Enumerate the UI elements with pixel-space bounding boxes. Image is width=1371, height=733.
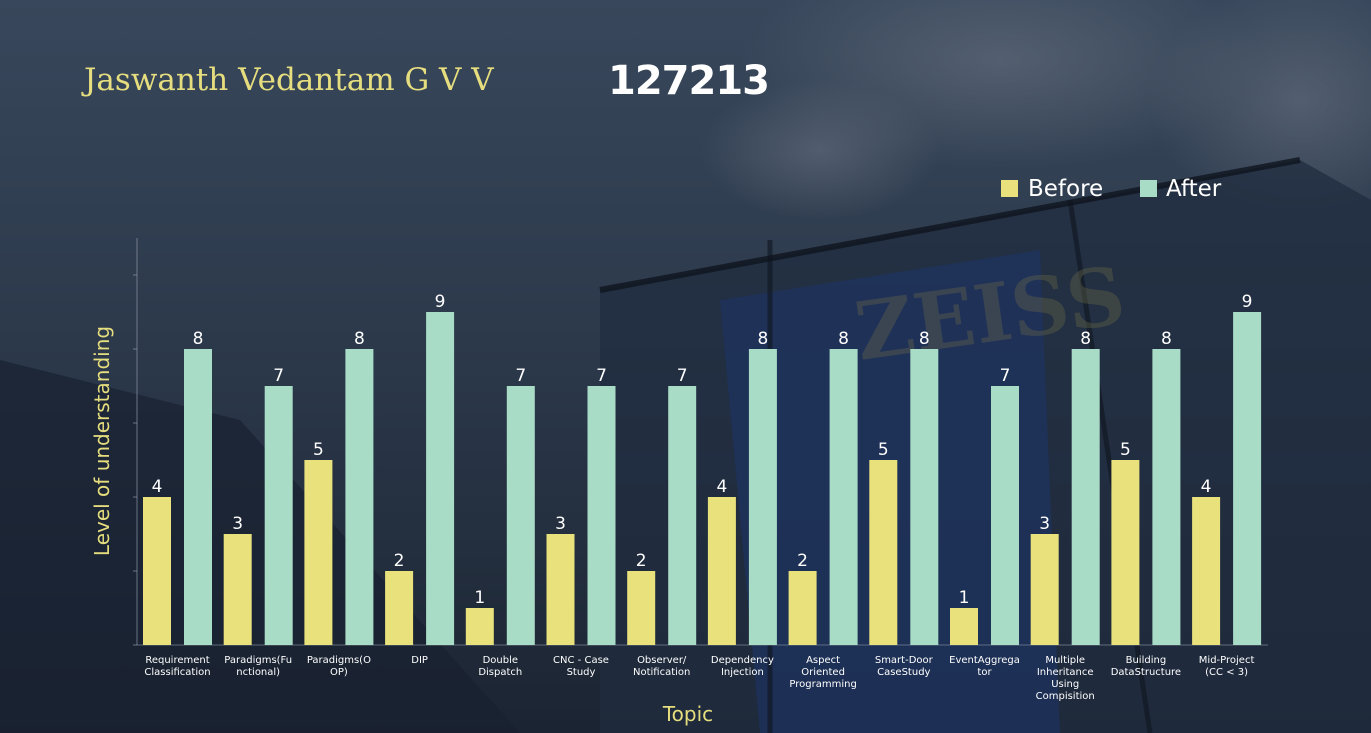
data-label-after: 9 <box>435 292 446 312</box>
data-label-after: 9 <box>1242 292 1253 312</box>
data-label-before: 2 <box>636 551 647 571</box>
x-tick-label: Double Dispatch <box>478 655 522 678</box>
bar-before <box>304 460 333 645</box>
bar-after <box>345 349 374 645</box>
x-tick-label: Multiple Inheritance Using Compisition <box>1036 655 1095 702</box>
y-axis-title: Level of understanding <box>90 326 114 556</box>
x-tick-label: Smart-Door CaseStudy <box>875 655 934 678</box>
data-label-after: 7 <box>677 366 688 386</box>
bar-after <box>1071 349 1100 645</box>
data-label-after: 8 <box>757 329 768 349</box>
bar-before <box>707 497 736 645</box>
data-label-before: 5 <box>313 440 324 460</box>
bar-before <box>546 534 575 645</box>
bar-before <box>1192 497 1221 645</box>
data-label-after: 8 <box>193 329 204 349</box>
data-label-before: 4 <box>716 477 727 497</box>
data-label-after: 8 <box>1161 329 1172 349</box>
legend-swatch-before <box>1001 180 1018 197</box>
bar-after <box>668 386 697 645</box>
data-label-before: 5 <box>878 440 889 460</box>
bar-after <box>910 349 939 645</box>
legend-swatch-after <box>1140 180 1157 197</box>
presenter-id: 127213 <box>608 58 770 104</box>
data-label-after: 7 <box>515 366 526 386</box>
bar-before <box>869 460 898 645</box>
bar-after <box>426 312 455 645</box>
bar-before <box>950 608 978 645</box>
presenter-name: Jaswanth Vedantam G V V <box>84 62 494 98</box>
data-label-before: 1 <box>474 588 485 608</box>
x-tick-label: Building DataStructure <box>1111 655 1181 678</box>
x-tick-label: Aspect Oriented Programming <box>789 655 856 690</box>
bar-after <box>587 386 616 645</box>
data-label-before: 3 <box>555 514 566 534</box>
bar-before <box>143 497 171 645</box>
x-tick-label: CNC - Case Study <box>553 655 609 678</box>
data-label-after: 7 <box>596 366 607 386</box>
x-tick-label: EventAggrega tor <box>949 655 1020 678</box>
data-label-before: 4 <box>1201 477 1212 497</box>
data-label-after: 8 <box>919 329 930 349</box>
bar-before <box>385 571 414 645</box>
data-label-before: 2 <box>797 551 808 571</box>
bar-after <box>748 349 777 645</box>
bar-after <box>991 386 1019 645</box>
bar-after <box>1152 349 1181 645</box>
bar-before <box>1111 460 1140 645</box>
data-label-before: 1 <box>959 588 970 608</box>
data-label-before: 3 <box>232 514 243 534</box>
data-label-after: 7 <box>1000 366 1011 386</box>
bar-after <box>264 386 293 645</box>
bar-before <box>1030 534 1059 645</box>
bar-after <box>1233 312 1262 645</box>
x-tick-label: DIP <box>411 655 428 666</box>
data-label-after: 7 <box>273 366 284 386</box>
bar-before <box>223 534 252 645</box>
bar-after <box>829 349 858 645</box>
data-label-after: 8 <box>1080 329 1091 349</box>
x-tick-label: Observer/Notification <box>633 655 690 678</box>
x-tick-label: Paradigms(Fu nctional) <box>224 655 292 678</box>
legend-label-before: Before <box>1028 176 1103 202</box>
bar-after <box>506 386 535 645</box>
x-tick-label: Requirement Classification <box>144 655 210 678</box>
bar-before <box>788 571 817 645</box>
x-tick-label: Mid-Project (CC < 3) <box>1199 655 1255 678</box>
bar-before <box>627 571 656 645</box>
data-label-after: 8 <box>354 329 365 349</box>
bar-before <box>465 608 494 645</box>
x-tick-label: Paradigms(O OP) <box>307 655 371 678</box>
data-label-before: 2 <box>394 551 405 571</box>
data-label-before: 3 <box>1039 514 1050 534</box>
data-label-before: 5 <box>1120 440 1131 460</box>
bar-after <box>184 349 212 645</box>
x-tick-label: Dependency Injection <box>711 655 774 678</box>
legend-label-after: After <box>1166 176 1222 202</box>
data-label-after: 8 <box>838 329 849 349</box>
data-label-before: 4 <box>152 477 163 497</box>
x-axis-title: Topic <box>662 702 713 726</box>
